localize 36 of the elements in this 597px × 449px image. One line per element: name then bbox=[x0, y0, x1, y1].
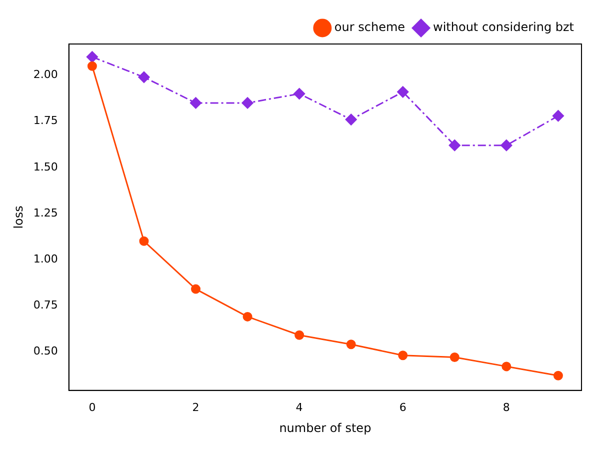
y-tick-label: 1.25 bbox=[33, 206, 58, 220]
x-tick-label: 4 bbox=[296, 400, 303, 414]
point bbox=[294, 88, 306, 100]
y-tick-label: 2.00 bbox=[33, 68, 58, 82]
point bbox=[346, 340, 356, 350]
x-tick-label: 8 bbox=[502, 400, 510, 414]
point bbox=[397, 86, 409, 98]
point bbox=[190, 97, 202, 109]
legend-label: our scheme bbox=[334, 20, 406, 34]
point bbox=[242, 312, 252, 322]
point bbox=[448, 140, 460, 152]
point bbox=[398, 350, 408, 360]
point bbox=[552, 110, 564, 122]
point bbox=[86, 51, 98, 63]
y-tick-label: 1.00 bbox=[33, 252, 58, 266]
y-tick-label: 0.75 bbox=[33, 298, 58, 312]
x-tick-label: 0 bbox=[88, 400, 96, 414]
y-tick-label: 1.50 bbox=[33, 160, 58, 174]
point bbox=[450, 352, 460, 362]
x-axis-title: number of step bbox=[279, 420, 372, 435]
y-tick-label: 0.50 bbox=[33, 344, 58, 358]
legend-label: without considering bzt bbox=[433, 20, 574, 34]
point bbox=[242, 97, 254, 109]
y-tick-label: 1.75 bbox=[33, 114, 58, 128]
point bbox=[191, 284, 200, 294]
point bbox=[294, 330, 304, 340]
point bbox=[553, 370, 563, 380]
point bbox=[345, 114, 357, 126]
point bbox=[138, 71, 150, 83]
point bbox=[87, 61, 97, 71]
y-axis-title: loss bbox=[11, 206, 26, 229]
point bbox=[502, 362, 512, 372]
x-tick-label: 2 bbox=[192, 400, 200, 414]
x-tick-label: 6 bbox=[399, 400, 406, 414]
point bbox=[139, 236, 149, 246]
point bbox=[500, 140, 512, 152]
